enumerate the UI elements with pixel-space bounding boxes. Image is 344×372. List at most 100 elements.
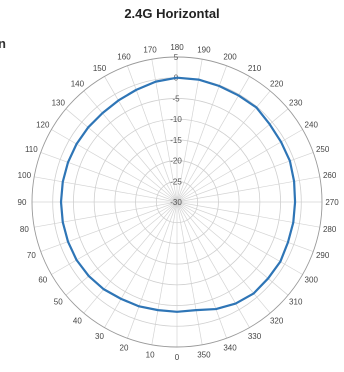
data-point [292, 221, 294, 224]
data-point [215, 308, 217, 310]
data-point [103, 288, 105, 290]
angle-tick-label: 140 [71, 79, 85, 88]
grid-spoke-10 [151, 201, 178, 345]
data-point [287, 241, 289, 243]
grid-spoke-300 [176, 201, 303, 275]
data-point [237, 94, 240, 97]
angle-tick-label: 320 [270, 317, 284, 326]
radial-tick-label: -20 [170, 157, 182, 166]
data-point [195, 309, 197, 311]
grid-ring--20 [135, 160, 219, 244]
angle-tick-label: 220 [270, 79, 284, 88]
data-point [87, 126, 89, 129]
grid-ring--5 [73, 98, 281, 306]
grid-spoke-200 [176, 65, 227, 203]
angle-tick-label: 120 [36, 121, 50, 130]
data-point [197, 79, 200, 81]
angle-tick-label: 160 [117, 52, 131, 61]
grid-spoke-340 [176, 201, 227, 339]
data-point [255, 106, 257, 109]
angle-tick-label: 250 [316, 145, 330, 154]
angle-tick-label: 310 [289, 298, 303, 307]
grid-ring-5 [31, 56, 323, 348]
grid-spoke-170 [151, 59, 178, 203]
data-point [88, 275, 90, 277]
angle-tick-label: 170 [143, 45, 157, 54]
angle-tick-label: 300 [305, 276, 319, 285]
grid-spoke-150 [104, 76, 178, 203]
angle-tick-label: 30 [95, 332, 104, 341]
data-point [117, 99, 119, 102]
clipped-side-label: n [0, 36, 6, 51]
data-point [279, 261, 281, 263]
grid-spoke-260 [176, 176, 320, 203]
grid-spoke-220 [176, 90, 271, 203]
angle-tick-label: 210 [248, 64, 262, 73]
data-point [294, 201, 296, 203]
grid-ring--15 [114, 139, 240, 265]
angle-tick-label: 180 [170, 43, 184, 52]
data-point [120, 298, 122, 300]
data-point [176, 77, 178, 79]
data-point [289, 160, 291, 162]
data-point [67, 161, 69, 163]
grid-spoke-70 [40, 201, 178, 252]
radial-tick-label: -15 [170, 136, 182, 145]
angle-tick-label: 190 [197, 45, 211, 54]
data-point [280, 141, 282, 143]
angle-tick-label: 280 [323, 225, 337, 234]
grid-spoke-100 [34, 176, 178, 203]
radial-tick-label: -10 [170, 115, 182, 124]
radial-tick-label: 5 [174, 53, 179, 62]
data-point [235, 302, 237, 305]
series-layer [59, 76, 297, 313]
data-point [138, 305, 140, 307]
angle-tick-label: 10 [146, 351, 155, 360]
data-point [75, 143, 78, 145]
grid-spoke-280 [176, 201, 320, 228]
radial-axis-labels: 50-5-10-15-20-25-30 [170, 53, 182, 207]
data-point [62, 221, 64, 223]
data-point [75, 259, 78, 261]
grid-spoke-320 [176, 201, 271, 314]
data-point [62, 181, 64, 183]
chart-title: 2.4G Horizontal [124, 6, 220, 21]
angle-tick-label: 90 [18, 198, 27, 207]
angle-tick-label: 130 [52, 98, 66, 107]
angle-tick-label: 70 [27, 251, 36, 260]
grid-spoke-60 [51, 201, 178, 275]
angle-tick-label: 80 [20, 225, 29, 234]
radial-tick-label: -30 [170, 198, 182, 207]
grid-ring--25 [155, 180, 199, 224]
angle-tick-label: 290 [316, 251, 330, 260]
angle-tick-label: 150 [93, 64, 107, 73]
grid-spoke-290 [176, 201, 314, 252]
angle-tick-label: 340 [223, 344, 237, 353]
data-point [101, 112, 104, 114]
grid-spoke-50 [65, 201, 178, 296]
polar-grid [31, 56, 323, 348]
data-point [67, 241, 69, 243]
grid-spoke-160 [127, 65, 178, 203]
grid-spoke-110 [40, 152, 178, 203]
angle-tick-label: 270 [325, 198, 339, 207]
data-point [155, 81, 157, 83]
grid-spoke-130 [65, 108, 178, 203]
angle-tick-label: 0 [175, 353, 180, 362]
data-point [135, 89, 137, 91]
grid-spoke-330 [176, 201, 250, 328]
grid-spoke-120 [51, 129, 178, 203]
grid-spoke-310 [176, 201, 289, 296]
angle-tick-label: 240 [305, 121, 319, 130]
data-point [293, 180, 295, 182]
data-point [253, 292, 255, 295]
radial-tick-label: -5 [172, 94, 180, 103]
angle-tick-label: 330 [248, 332, 262, 341]
angle-tick-label: 40 [73, 317, 82, 326]
grid-ring--10 [93, 118, 261, 286]
grid-spoke-20 [127, 201, 178, 339]
radial-tick-label: -25 [170, 177, 182, 186]
angle-tick-label: 260 [323, 171, 337, 180]
angle-tick-label: 100 [18, 171, 32, 180]
